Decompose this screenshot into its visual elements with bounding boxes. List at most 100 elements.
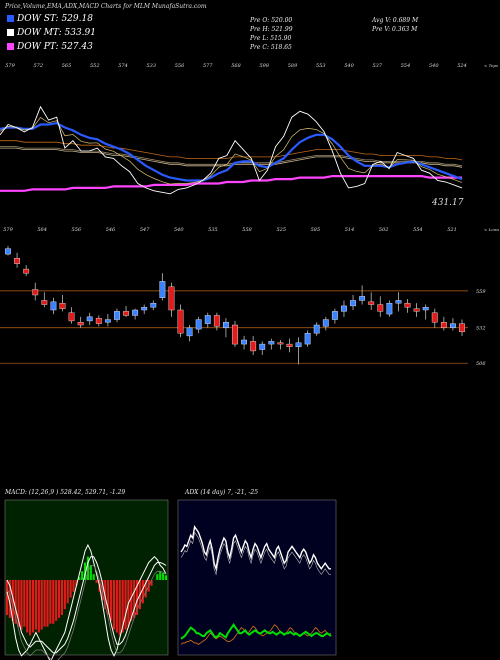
stat-high: Pre H: 521.99 [250, 26, 293, 33]
candle-body [68, 312, 75, 322]
candle-body [422, 307, 429, 311]
macd-signal-line [6, 556, 167, 654]
candle-body [313, 324, 320, 334]
candle-body [132, 309, 139, 316]
candle-body [350, 300, 356, 307]
candle-body [241, 339, 248, 345]
last-price-label: 431.17 [431, 198, 464, 208]
candle-top-tick-label: 579 [3, 227, 13, 233]
ema-top-tick-label: 552 [90, 63, 100, 69]
ema-top-tick-label: 574 [118, 63, 128, 69]
candle-body [341, 305, 347, 312]
ema-mt-line [0, 146, 463, 167]
candle-body [150, 302, 157, 308]
ema-top-tick-label: 565 [62, 63, 72, 69]
macd-line [6, 543, 167, 660]
candle-body [449, 323, 456, 328]
candle-top-tick-label: 535 [208, 227, 218, 233]
macd-panel [4, 499, 169, 660]
price-line [0, 105, 463, 195]
candle-body [14, 257, 21, 264]
candle-body [168, 286, 175, 311]
ema-top-tick-label: 537 [372, 63, 382, 69]
level-label: 532 [476, 326, 486, 332]
ema-panel: 579 572 565 552 574 533 556 577 568 598 589 553 540 5… [0, 63, 498, 208]
candle-body [59, 302, 66, 309]
candle-body [159, 281, 166, 298]
legend-swatch-pt [7, 43, 14, 50]
page-title: Price,Volume,EMA,ADX,MACD Charts for MLM… [5, 3, 207, 10]
candle-body [295, 342, 302, 348]
candle-top-tick-label: 585 [311, 227, 321, 233]
candle-body [331, 311, 338, 320]
candle-body [41, 300, 48, 305]
candle-body [177, 309, 184, 334]
adx-background [177, 499, 337, 656]
candle-top-tick-label: 564 [37, 227, 47, 233]
candle-body [104, 319, 111, 323]
candle-body [5, 248, 11, 255]
ema-top-tick-label: 540 [429, 63, 439, 69]
candle-body [413, 308, 420, 312]
candle-body [23, 268, 30, 274]
ema-top-tick-label: 598 [259, 63, 269, 69]
ema-top-tick-label: 533 [146, 63, 156, 69]
ema-top-tick-label: 556 [175, 63, 185, 69]
candle-body [395, 300, 402, 304]
candle-body [213, 315, 220, 327]
stat-open: Pre O: 520.00 [250, 17, 293, 24]
candle-body [123, 311, 129, 316]
candle-body [232, 324, 238, 345]
ema-top-tick-label: 553 [316, 63, 326, 69]
legend-swatch-st [7, 15, 14, 22]
stat-pre-volume: Pre V: 0.363 M [372, 26, 418, 33]
candle-body [277, 342, 284, 345]
legend-dow-mt: DOW MT: 533.91 [7, 28, 96, 38]
candle-body [250, 341, 257, 352]
legend-dow-pt: DOW PT: 527.43 [7, 42, 93, 52]
adx-line [180, 624, 332, 645]
candle-body [359, 296, 366, 301]
candle-top-tick-label: 514 [345, 227, 355, 233]
candle-body [268, 341, 275, 345]
legend-swatch-mt [7, 29, 14, 36]
adx-panel [177, 499, 337, 656]
candle-body [114, 311, 120, 320]
legend-dow-pt-label: DOW PT: 527.43 [17, 42, 93, 52]
candle-body [440, 322, 447, 328]
stat-close: Pre C: 518.65 [250, 44, 292, 51]
candle-body [322, 319, 329, 327]
adx-header: ADX (14 day) 7, -21, -25 [185, 489, 259, 496]
candle-body [204, 315, 211, 324]
ema-top-tick-label: 579 [5, 63, 15, 69]
ema-short-line [0, 117, 463, 185]
candle-body [95, 317, 102, 324]
candle-body [195, 319, 202, 330]
candle-body [459, 323, 465, 333]
candle-top-tick-label: 554 [413, 227, 423, 233]
candle-body [368, 301, 375, 305]
candle-body [431, 312, 438, 323]
legend-dow-st: DOW ST: 529.18 [7, 14, 93, 24]
level-label: 559 [476, 289, 486, 295]
candle-body [304, 332, 311, 345]
minus-di-line [180, 623, 332, 640]
candle-body [50, 301, 57, 311]
ema-top-tick-label: 554 [401, 63, 411, 69]
candle-body [222, 322, 229, 328]
candle-top-tick-label: 540 [174, 227, 184, 233]
ema-top-tick-label: 524 [457, 63, 467, 69]
candle-top-tick-label: 502 [379, 227, 389, 233]
candle-body [32, 289, 39, 296]
candle-top-tick-label: 521 [447, 227, 457, 233]
candle-top-tick-label: 547 [140, 227, 150, 233]
candle-body [286, 343, 293, 348]
candle-body [377, 304, 384, 312]
level-label: 506 [476, 361, 486, 367]
candle-top-tick-label: 525 [276, 227, 286, 233]
candle-body [77, 322, 84, 326]
stat-low: Pre L: 515.90 [250, 35, 292, 42]
candle-top-tick-label: 556 [72, 227, 82, 233]
ema-top-tick-label: 577 [203, 63, 213, 69]
